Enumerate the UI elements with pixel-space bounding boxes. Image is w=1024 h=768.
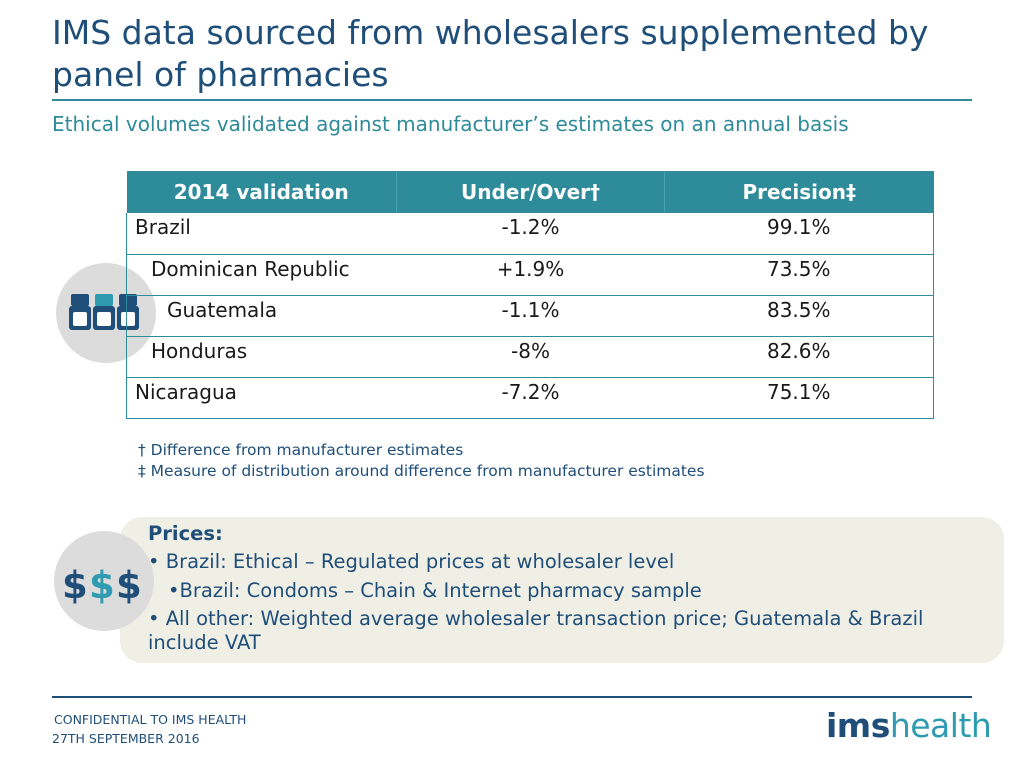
precision-cell: 73.5% xyxy=(664,254,934,296)
table-row: Nicaragua -7.2% 75.1% xyxy=(126,377,934,419)
country-cell: Honduras xyxy=(126,336,397,378)
logo-ims-text: ims xyxy=(826,706,890,745)
country-cell: Nicaragua xyxy=(126,377,397,419)
under-over-cell: -1.1% xyxy=(396,295,665,337)
footnote-double-dagger: ‡ Measure of distribution around differe… xyxy=(138,462,705,480)
footer-divider xyxy=(52,696,972,698)
price-bullet: • All other: Weighted average wholesaler… xyxy=(148,607,924,654)
header-under-over: Under/Over† xyxy=(396,171,665,213)
footnotes: † Difference from manufacturer estimates… xyxy=(138,440,705,482)
prices-title: Prices: xyxy=(148,522,223,545)
ims-health-logo: imshealth xyxy=(826,706,992,745)
dollar-icon: $ $ $ xyxy=(54,531,154,631)
under-over-cell: +1.9% xyxy=(396,254,665,296)
precision-cell: 75.1% xyxy=(664,377,934,419)
table-header-row: 2014 validation Under/Over† Precision‡ xyxy=(126,171,934,213)
footnote-dagger: † Difference from manufacturer estimates xyxy=(138,441,464,459)
page-subtitle: Ethical volumes validated against manufa… xyxy=(52,112,849,136)
date-label: 27TH SEPTEMBER 2016 xyxy=(52,731,200,746)
dollar-sign-middle: $ xyxy=(89,564,115,607)
logo-health-text: health xyxy=(889,706,992,745)
country-cell: Brazil xyxy=(126,213,397,255)
table-row: Guatemala -1.1% 83.5% xyxy=(126,295,934,337)
page-title: IMS data sourced from wholesalers supple… xyxy=(52,13,929,94)
table-row: Dominican Republic +1.9% 73.5% xyxy=(126,254,934,296)
header-precision: Precision‡ xyxy=(664,171,934,213)
dollar-sign-left: $ xyxy=(62,564,88,607)
confidential-label: CONFIDENTIAL TO IMS HEALTH xyxy=(54,712,247,727)
header-validation: 2014 validation xyxy=(126,171,397,213)
under-over-cell: -8% xyxy=(396,336,665,378)
country-cell: Guatemala xyxy=(126,295,397,337)
under-over-cell: -7.2% xyxy=(396,377,665,419)
precision-cell: 82.6% xyxy=(664,336,934,378)
table-row: Brazil -1.2% 99.1% xyxy=(126,213,934,255)
title-divider xyxy=(52,99,972,101)
under-over-cell: -1.2% xyxy=(396,213,665,255)
country-cell: Dominican Republic xyxy=(126,254,397,296)
precision-cell: 83.5% xyxy=(664,295,934,337)
prices-panel xyxy=(120,517,1004,663)
price-bullet: • Brazil: Ethical – Regulated prices at … xyxy=(148,550,675,573)
price-bullet: •Brazil: Condoms – Chain & Internet phar… xyxy=(168,579,702,602)
dollar-sign-right: $ xyxy=(116,564,142,607)
prices-content: Prices: • Brazil: Ethical – Regulated pr… xyxy=(148,521,968,655)
precision-cell: 99.1% xyxy=(664,213,934,255)
validation-table: 2014 validation Under/Over† Precision‡ B… xyxy=(126,171,934,419)
table-row: Honduras -8% 82.6% xyxy=(126,336,934,378)
